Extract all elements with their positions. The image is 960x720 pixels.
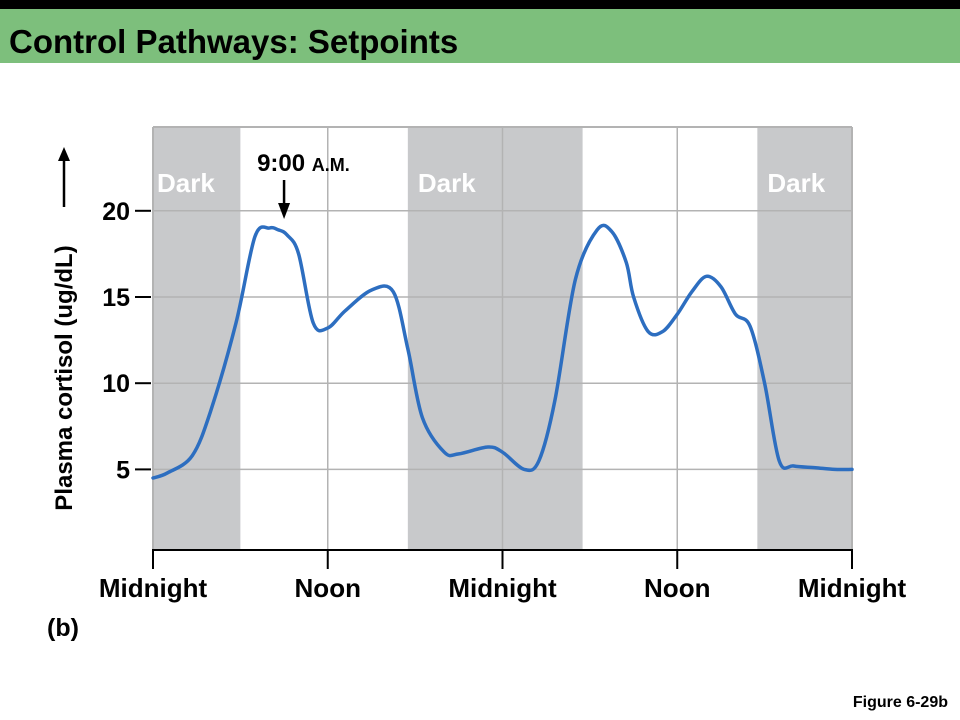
annotation-suffix: A.M. <box>312 155 350 175</box>
annotation-arrow-head <box>278 203 291 219</box>
chart-labels: Dark Dark Dark 5 10 15 20 Midnight Noon Midnight N… <box>47 150 906 642</box>
top-rule <box>0 0 960 9</box>
dark-band-1 <box>153 127 241 549</box>
dark-band-2 <box>407 127 583 549</box>
panel-label: (b) <box>47 614 79 642</box>
x-tick-label-3: Noon <box>644 573 710 603</box>
annotation-time: 9:00 <box>257 150 312 177</box>
annotation-label: 9:00 A.M. <box>257 150 350 177</box>
x-tick-label-4: Midnight <box>798 573 907 603</box>
dark-bands <box>153 127 852 549</box>
slide-title: Control Pathways: Setpoints <box>9 23 459 60</box>
cortisol-curve <box>151 223 854 480</box>
dark-label-1: Dark <box>157 168 215 198</box>
x-tick-label-0: Midnight <box>99 573 208 603</box>
x-tick-label-1: Noon <box>295 573 361 603</box>
figure-reference: Figure 6-29b <box>852 694 948 711</box>
grid-lines <box>153 127 852 549</box>
dark-label-3: Dark <box>767 168 825 198</box>
x-tick-label-2: Midnight <box>448 573 557 603</box>
y-tick-label-20: 20 <box>102 198 130 226</box>
cortisol-curve-layer <box>151 223 854 480</box>
title-bar: Control Pathways: Setpoints <box>0 9 960 63</box>
dark-band-3 <box>757 127 852 549</box>
y-tick-label-10: 10 <box>102 370 130 398</box>
y-axis-label: Plasma cortisol (ug/dL) <box>51 245 78 510</box>
y-axis-arrow-head <box>58 147 70 161</box>
y-tick-label-15: 15 <box>102 284 130 312</box>
dark-label-2: Dark <box>418 168 476 198</box>
y-tick-label-5: 5 <box>116 456 130 484</box>
